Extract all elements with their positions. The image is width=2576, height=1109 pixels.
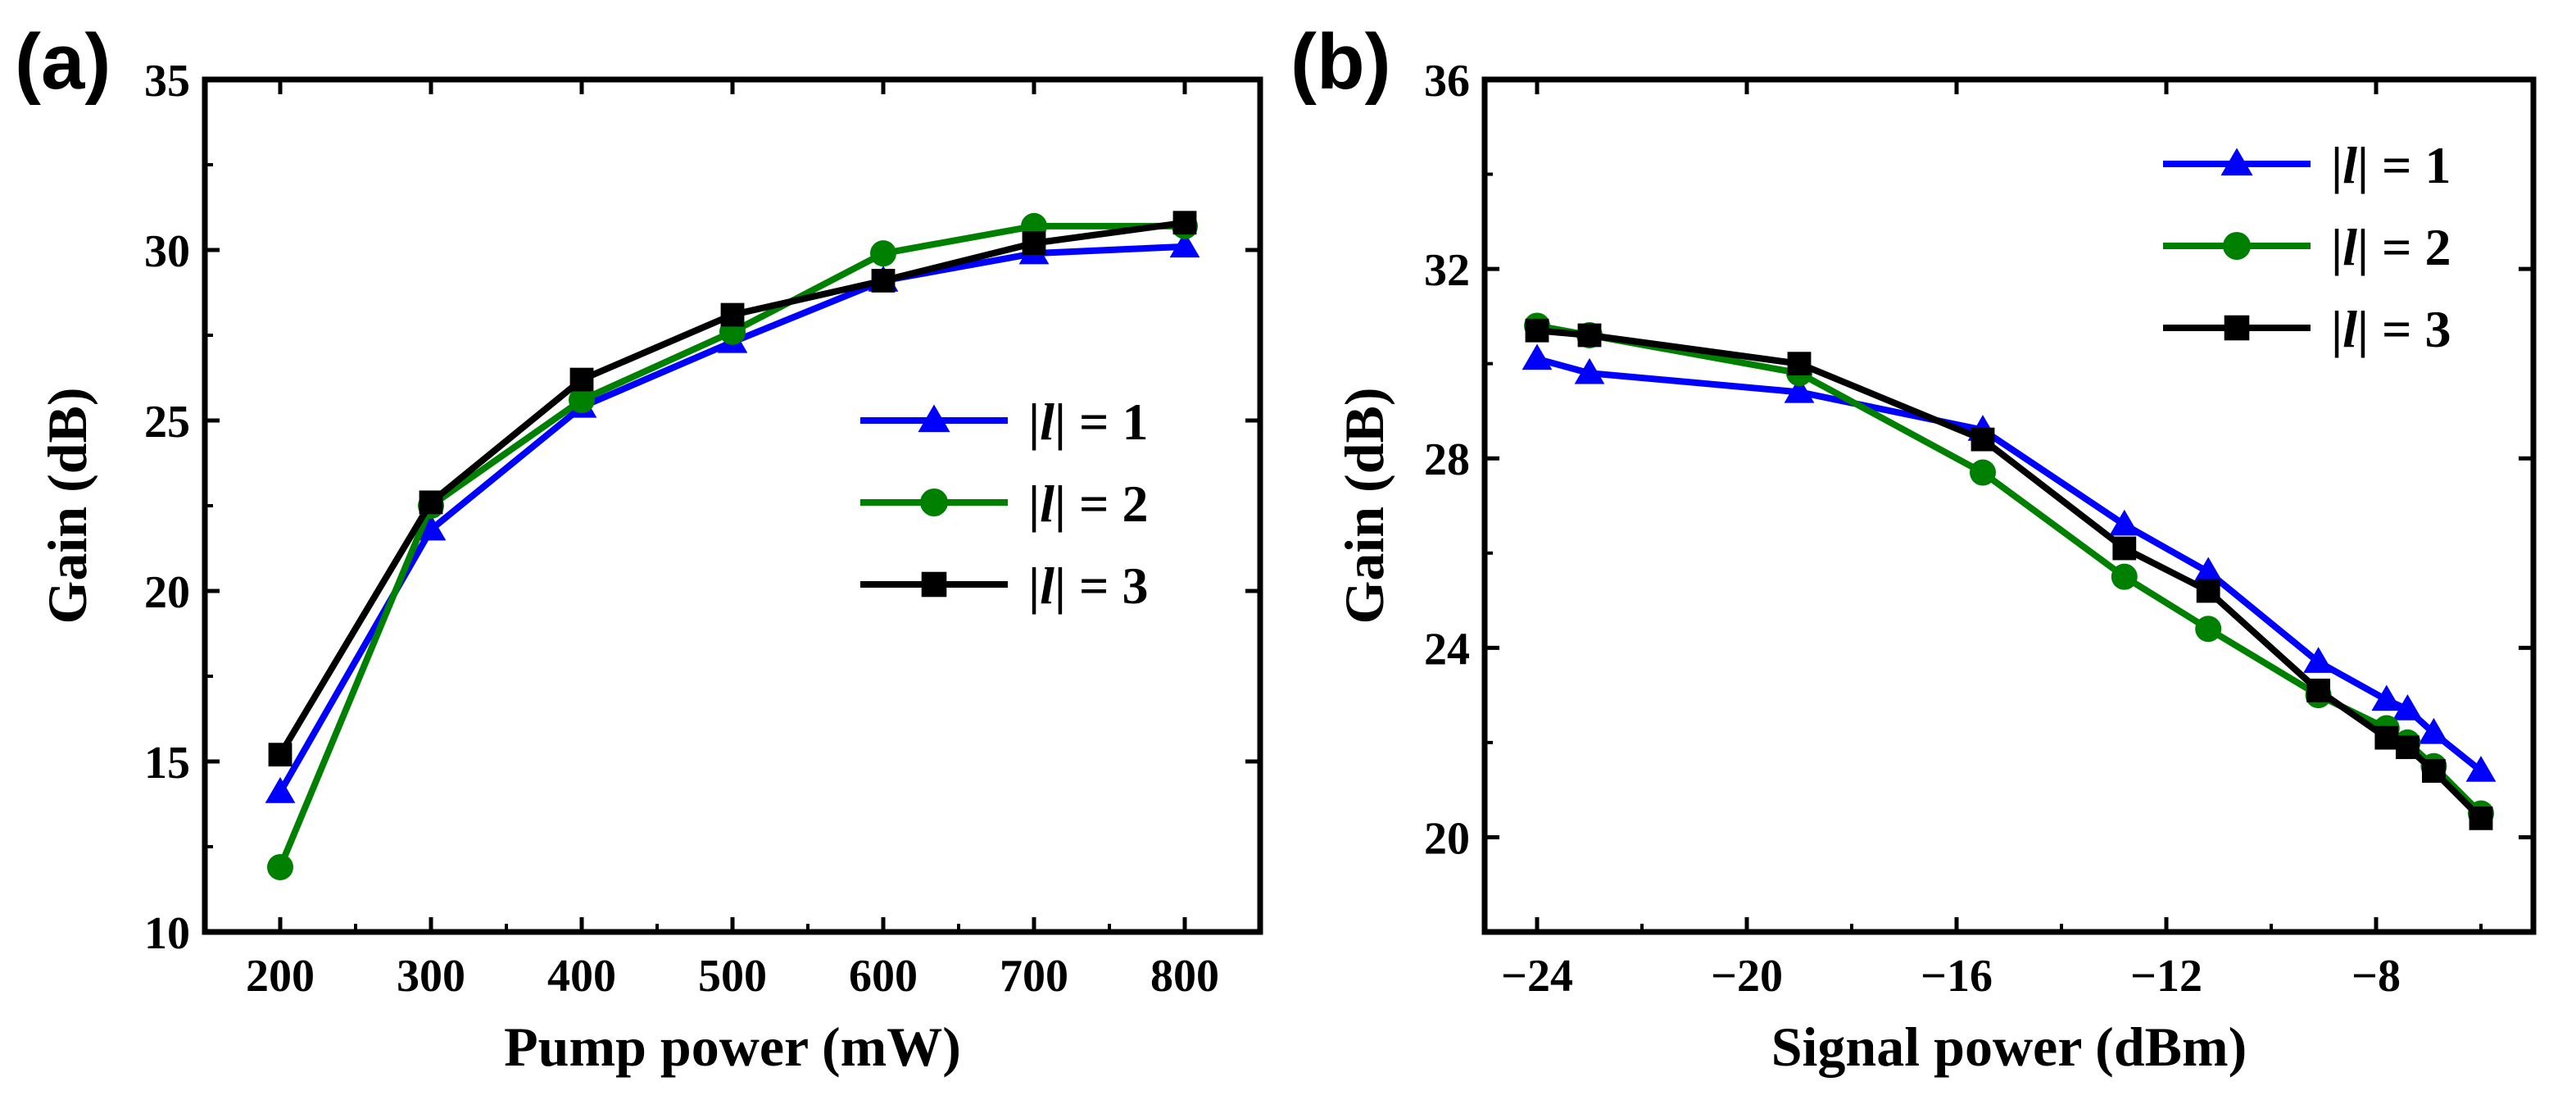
data-point (268, 743, 293, 767)
x-tick-label: 800 (1150, 951, 1219, 1002)
data-point (871, 269, 896, 293)
y-tick-label: 25 (144, 397, 190, 448)
data-point (2374, 725, 2399, 750)
data-point (1970, 459, 1996, 486)
x-tick-label: −20 (1711, 951, 1783, 1002)
y-tick-label: 20 (144, 567, 190, 618)
y-tick-label: 32 (1424, 245, 1470, 296)
data-point (2469, 806, 2493, 830)
panel-b: (b) −24 −20 −16 −12 −8 20 24 28 32 36 Signal power … (1290, 18, 2537, 1078)
x-tick-label: −16 (1921, 951, 1993, 1002)
legend-label: |l| = 3 (1028, 557, 1148, 615)
series-line (1536, 322, 2483, 816)
legend-label: |l| = 1 (1028, 393, 1148, 451)
data-point (2112, 536, 2137, 561)
series-1 (1522, 343, 2497, 782)
legend-item: |l| = 2 (860, 475, 1148, 533)
legend-label: |l| = 2 (1028, 475, 1148, 533)
panel-label: (a) (15, 18, 111, 106)
legend-marker (2223, 232, 2251, 260)
legend-item: |l| = 3 (860, 557, 1148, 615)
y-tick-label: 15 (144, 738, 190, 789)
data-point (2193, 557, 2224, 584)
data-point (1574, 357, 1605, 384)
legend: |l| = 1 |l| = 2 |l| = 3 (2163, 136, 2451, 358)
y-tick-label: 24 (1424, 624, 1470, 675)
x-tick-label: −8 (2352, 951, 2401, 1002)
legend-marker (2220, 148, 2253, 176)
legend-marker (921, 571, 947, 598)
x-axis-title: Signal power (dBm) (1771, 1016, 2247, 1078)
panel-label: (b) (1290, 18, 1391, 106)
legend-label: |l| = 2 (2331, 218, 2451, 276)
data-point (569, 387, 595, 414)
legend-item: |l| = 2 (2163, 218, 2451, 276)
y-tick-label: 36 (1424, 56, 1470, 107)
x-tick-label: 700 (1000, 951, 1068, 1002)
legend-label: |l| = 3 (2331, 300, 2451, 358)
legend-marker (918, 404, 950, 433)
data-point (2109, 509, 2140, 536)
legend-item: |l| = 1 (860, 393, 1148, 451)
data-point (267, 853, 293, 880)
data-point (1172, 211, 1197, 235)
y-tick-label: 30 (144, 226, 190, 277)
data-point (1169, 231, 1200, 258)
legend: |l| = 1 |l| = 2 |l| = 3 (860, 393, 1148, 615)
legend-marker (920, 489, 948, 516)
data-point (265, 777, 296, 803)
series-line (1536, 327, 2483, 821)
data-point (2196, 579, 2220, 603)
x-tick-label: 200 (246, 951, 315, 1002)
series-3 (268, 211, 1197, 767)
panel-a: (a) 200 300 400 500 600 700 800 10 15 20 25 30 35 Pump… (15, 18, 1263, 1078)
x-tick-label: 400 (547, 951, 616, 1002)
y-tick-label: 20 (1424, 813, 1470, 864)
data-point (1971, 427, 1995, 452)
x-tick-label: 500 (698, 951, 767, 1002)
data-point (2419, 717, 2449, 744)
series-2 (1524, 312, 2494, 827)
data-point (569, 367, 594, 392)
data-point (1522, 343, 1553, 370)
data-point (2111, 563, 2138, 590)
data-point (2392, 694, 2423, 720)
data-point (419, 490, 443, 515)
series-line (1535, 356, 2483, 774)
y-axis-title: Gain (dB) (1333, 387, 1395, 624)
data-point (1525, 318, 1549, 343)
series-3 (1525, 318, 2493, 830)
plot-frame (1481, 76, 2537, 935)
x-tick-label: 300 (397, 951, 465, 1002)
data-point (2303, 647, 2333, 673)
legend-marker (2224, 315, 2250, 341)
legend-label: |l| = 1 (2331, 136, 2451, 194)
x-tick-label: −24 (1501, 951, 1573, 1002)
data-point (1784, 376, 1815, 403)
x-tick-label: −12 (2130, 951, 2202, 1002)
y-axis-title: Gain (dB) (36, 387, 98, 624)
y-tick-label: 35 (144, 56, 190, 107)
data-point (415, 514, 447, 541)
y-tick-label: 28 (1424, 434, 1470, 485)
data-point (1787, 352, 1812, 376)
data-point (2306, 678, 2330, 702)
data-point (2422, 759, 2446, 783)
data-point (1022, 231, 1046, 256)
legend-item: |l| = 1 (2163, 136, 2451, 194)
data-point (1577, 323, 1602, 348)
data-point (2195, 616, 2222, 643)
data-point (870, 240, 896, 267)
x-axis-title: Pump power (mW) (504, 1016, 961, 1078)
data-point (2465, 756, 2497, 782)
data-point (2396, 735, 2420, 760)
y-tick-label: 10 (144, 908, 190, 959)
legend-item: |l| = 3 (2163, 300, 2451, 358)
data-point (2371, 684, 2402, 711)
data-point (720, 302, 745, 327)
x-tick-label: 600 (849, 951, 918, 1002)
